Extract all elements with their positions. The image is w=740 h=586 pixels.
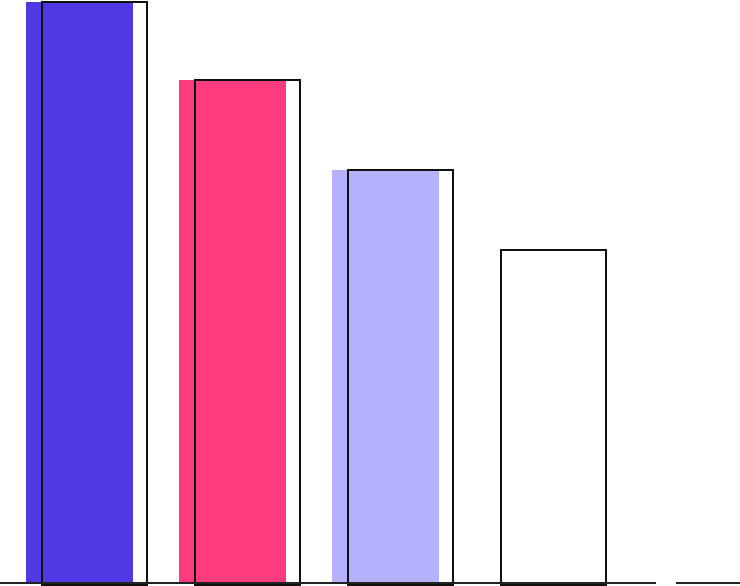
bar-fill-2 xyxy=(179,80,286,584)
bar-fill-3 xyxy=(332,170,439,584)
bar-outline-4 xyxy=(500,249,607,586)
baseline-right xyxy=(676,582,740,584)
bar-outline-1 xyxy=(41,1,148,586)
baseline-left xyxy=(0,582,656,584)
bar-outline-3 xyxy=(347,169,454,586)
bar-fill-1 xyxy=(26,2,133,584)
bar-outline-2 xyxy=(194,79,301,586)
